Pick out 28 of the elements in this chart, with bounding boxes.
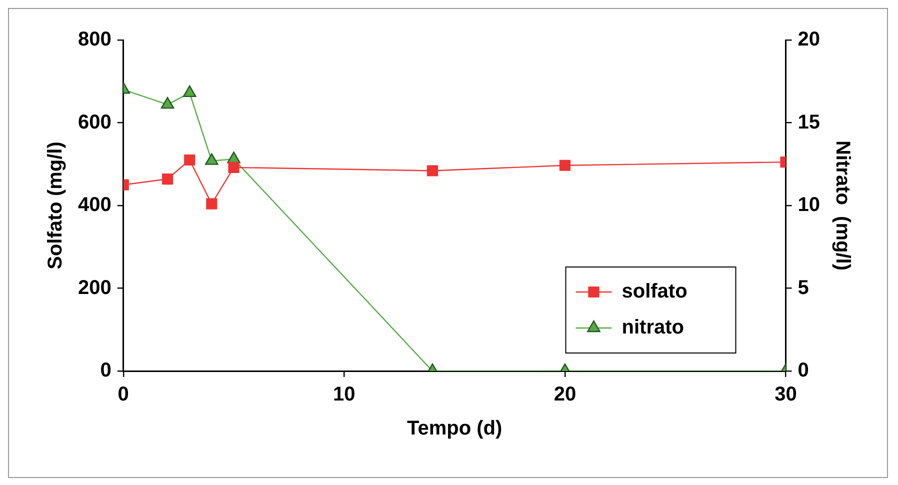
y2-axis-title: Nitrato (mg/l) [831,140,854,270]
x-tick-label: 0 [118,384,129,406]
point [206,198,218,210]
y-axis-title: Solfato (mg/l) [44,142,67,270]
y-tick-label: 800 [78,28,112,51]
x-tick-label: 20 [554,384,576,406]
x-tick-label: 10 [333,384,356,406]
y2-tick-label: 15 [798,111,820,134]
x-tick-label: 30 [774,384,797,406]
y-tick-label: 0 [100,360,112,382]
y2-tick-label: 5 [798,276,809,299]
point [184,154,196,166]
point [162,173,174,185]
point [182,85,196,98]
y-tick-label: 200 [78,276,112,299]
point [228,162,240,173]
y-tick-label: 400 [78,194,112,216]
y2-tick-label: 0 [798,360,809,382]
y-tick-label: 600 [78,111,112,134]
legend-label: solfato [622,280,688,303]
legend-label: nitrato [622,316,684,339]
y2-tick-label: 20 [798,28,820,51]
x-axis-title: Tempo (d) [406,418,502,440]
point [426,165,438,176]
point [559,160,571,171]
point [205,153,218,165]
point [160,96,174,109]
y2-tick-label: 10 [798,194,820,216]
